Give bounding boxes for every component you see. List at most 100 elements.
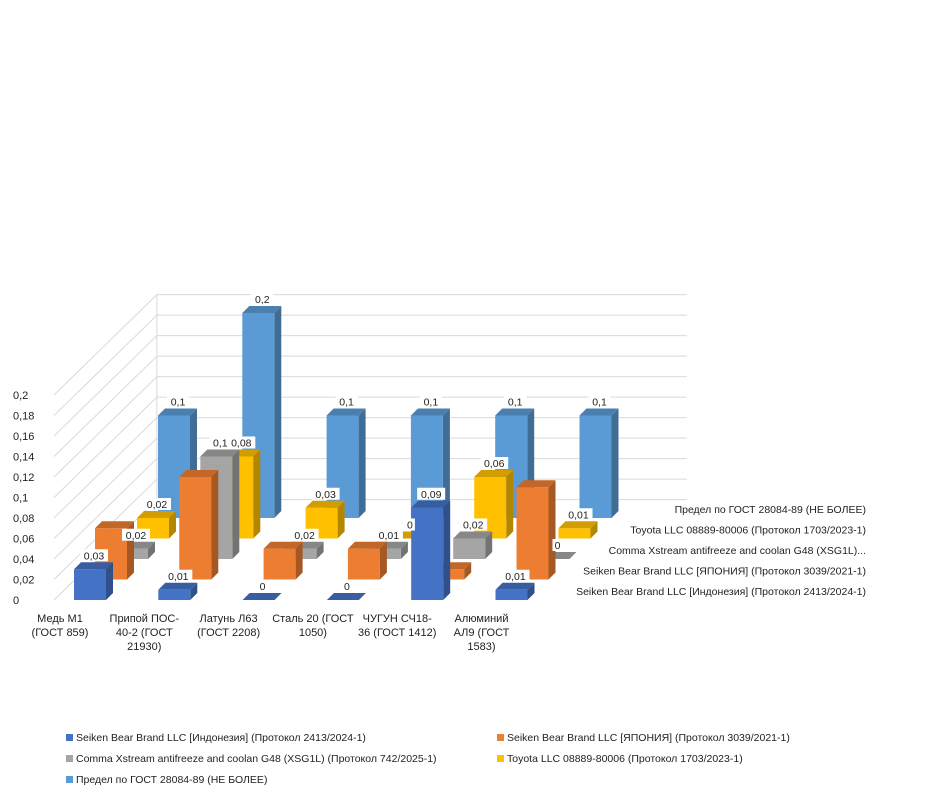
legend-item: Seiken Bear Brand LLC [Индонезия] (Прото… [66, 732, 366, 744]
data-label-bg [143, 498, 171, 510]
data-label-text: 0,02 [147, 499, 168, 511]
bar-side [253, 449, 261, 539]
data-label-text: 0,1 [171, 397, 186, 409]
data-label: 0,1 [588, 395, 611, 409]
data-label: 0 [552, 539, 563, 552]
category-label-line: 1583) [467, 641, 495, 653]
category-label-line: 21930) [127, 641, 161, 653]
data-label-text: 0,2 [255, 294, 270, 306]
bar-side [485, 531, 493, 559]
data-label: 0,09 [417, 487, 446, 501]
y-axis-tick-labels: 0 0,02 0,04 0,06 0,08 0,1 0,12 0,14 0,16 0,18 0,2 [13, 390, 34, 607]
bar-top [242, 593, 282, 600]
data-label-bg [501, 569, 530, 582]
bar [347, 541, 387, 580]
legend-label: Предел по ГОСТ 28084-89 (НЕ БОЛЕЕ) [76, 774, 267, 786]
data-label-bg [209, 436, 232, 449]
bar [411, 500, 451, 600]
data-label-bg [227, 436, 256, 449]
data-label-text: 0,01 [168, 571, 189, 583]
legend-item: Seiken Bear Brand LLC [ЯПОНИЯ] (Протокол… [497, 732, 790, 744]
bar [158, 582, 198, 600]
data-label-text: 0,08 [231, 438, 252, 450]
bar-top [200, 449, 240, 457]
bar-top [326, 593, 366, 600]
data-label-bg [552, 539, 563, 551]
series-axis-label: Comma Xstream antifreeze and coolan G48 … [609, 545, 866, 557]
bar-side [106, 562, 113, 600]
data-label-bg [588, 395, 611, 408]
data-label: 0,03 [80, 549, 108, 562]
bar-top [263, 541, 303, 549]
bar [474, 470, 514, 539]
category-label-line: 40-2 (ГОСТ [116, 627, 173, 639]
bar-top [158, 582, 198, 590]
bar-top [453, 531, 493, 539]
bar-top [474, 470, 514, 477]
bar-top [347, 541, 387, 549]
category-label-line: Припой ПОС- [110, 613, 180, 625]
data-label-bg [417, 487, 446, 500]
data-label: 0,02 [290, 528, 319, 542]
bar [516, 480, 556, 580]
data-label-text: 0,1 [508, 397, 523, 409]
data-label-bg [564, 508, 593, 521]
category-label-line: (ГОСТ 2208) [197, 627, 260, 639]
bar-top [305, 500, 345, 508]
data-label-bg [504, 395, 527, 408]
data-label-bg [480, 457, 509, 469]
data-label-text: 0 [260, 581, 266, 593]
data-label-text: 0,01 [505, 571, 526, 583]
data-label-bg [311, 487, 340, 500]
data-label: 0,1 [167, 395, 189, 409]
data-label: 0,2 [251, 293, 274, 306]
data-label-text: 0,1 [213, 438, 228, 450]
bar-top [411, 500, 451, 508]
category-label: Латунь Л63 (ГОСТ 2208) [197, 613, 260, 639]
bar-side [400, 541, 408, 559]
bar-side [337, 500, 345, 539]
data-label: 0,02 [122, 528, 150, 542]
series-axis-label: Предел по ГОСТ 28084-89 (НЕ БОЛЕЕ) [675, 504, 866, 516]
legend-label: Seiken Bear Brand LLC [Индонезия] (Прото… [76, 732, 366, 744]
bar-front [263, 548, 296, 580]
bar-front [453, 538, 486, 559]
bar-top [579, 408, 619, 416]
data-label-bg [374, 528, 403, 541]
y-tick-label: 0,12 [13, 472, 34, 484]
data-label: 0,06 [480, 457, 509, 470]
bar-top [495, 408, 535, 416]
bar [495, 582, 535, 600]
category-axis-labels: Медь М1 (ГОСТ 859) Припой ПОС- 40-2 (ГОСТ 21… [32, 613, 510, 653]
legend-label: Seiken Bear Brand LLC [ЯПОНИЯ] (Протокол… [507, 732, 790, 744]
data-label-text: 0,1 [339, 397, 354, 409]
bar [326, 593, 366, 600]
legend-swatch [497, 755, 504, 762]
y-tick-label: 0,2 [13, 390, 28, 402]
bar-top [242, 306, 282, 313]
y-tick-label: 0,14 [13, 452, 34, 464]
data-label-bg [341, 580, 352, 592]
category-label: Припой ПОС- 40-2 (ГОСТ 21930) [110, 613, 180, 653]
data-label-bg [164, 569, 193, 582]
bar-top [495, 582, 535, 590]
category-label-line: ЧУГУН СЧ18- [363, 613, 432, 625]
bar [74, 562, 113, 600]
bar-side [211, 470, 219, 580]
bar-side [506, 470, 514, 539]
data-label-text: 0,02 [463, 520, 484, 532]
data-label: 0 [341, 580, 352, 593]
data-label-bg [122, 528, 150, 541]
data-label-bg [290, 528, 319, 541]
category-label-line: 1050) [299, 627, 327, 639]
legend-label: Comma Xstream antifreeze and coolan G48 … [76, 753, 437, 765]
bar-top [410, 408, 450, 416]
category-label-line: Латунь Л63 [200, 613, 258, 625]
category-label: Медь М1 (ГОСТ 859) [32, 613, 89, 639]
data-label-bg [335, 395, 358, 408]
bar-top [74, 562, 113, 570]
data-label-bg [167, 395, 189, 408]
category-label: ЧУГУН СЧ18- 36 (ГОСТ 1412) [358, 613, 436, 639]
bar [453, 531, 493, 559]
data-labels: 0,1 0,1 0,1 0,1 0,2 0,1 0,01 0,06 0 0,03 0,08 0,02 0… [80, 293, 611, 593]
